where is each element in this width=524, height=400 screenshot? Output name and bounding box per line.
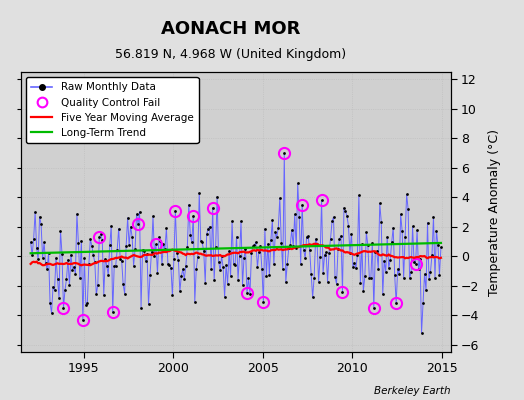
Text: Berkeley Earth: Berkeley Earth bbox=[374, 386, 451, 396]
Legend: Raw Monthly Data, Quality Control Fail, Five Year Moving Average, Long-Term Tren: Raw Monthly Data, Quality Control Fail, … bbox=[26, 77, 199, 143]
Text: 56.819 N, 4.968 W (United Kingdom): 56.819 N, 4.968 W (United Kingdom) bbox=[115, 48, 346, 61]
Y-axis label: Temperature Anomaly (°C): Temperature Anomaly (°C) bbox=[488, 128, 501, 296]
Text: AONACH MOR: AONACH MOR bbox=[161, 20, 300, 38]
